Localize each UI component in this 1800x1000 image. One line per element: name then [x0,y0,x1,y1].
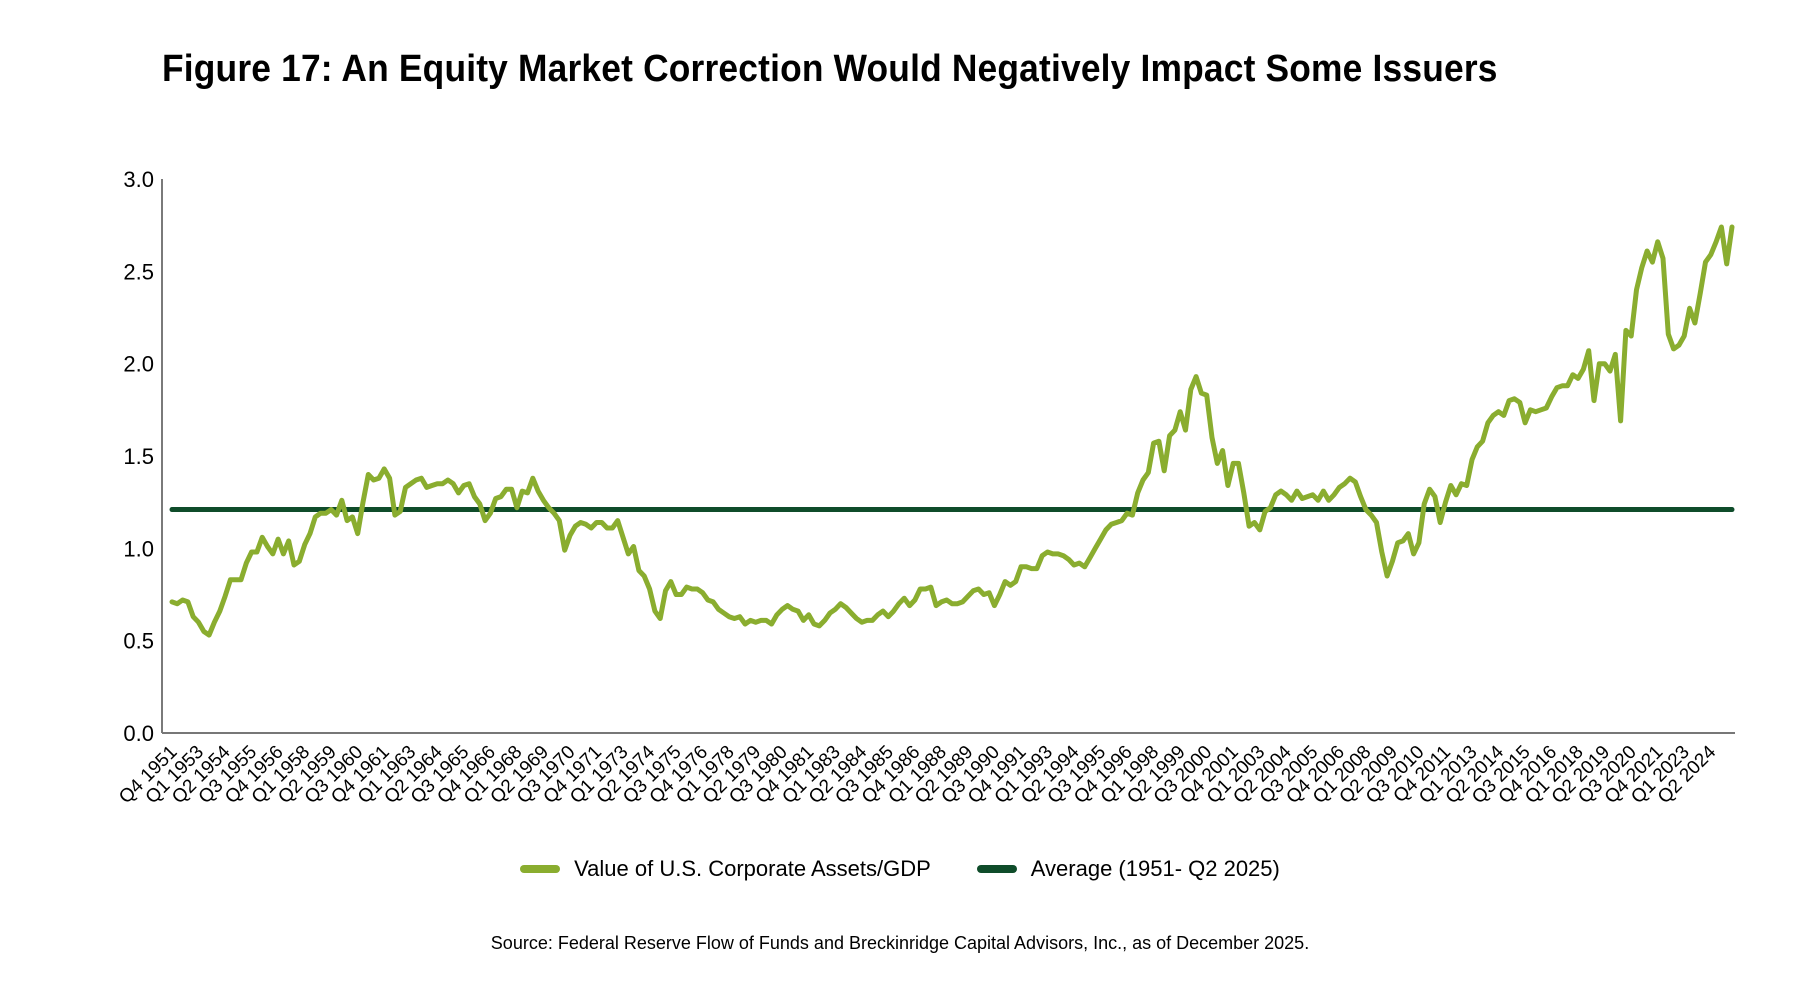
y-tick-label: 3.0 [123,167,154,192]
chart-title: Figure 17: An Equity Market Correction W… [162,48,1498,90]
y-tick-label: 2.5 [123,259,154,284]
legend-label-average: Average (1951- Q2 2025) [1030,856,1280,881]
y-tick-label: 0.0 [123,721,154,746]
y-axis: 0.0 0.5 1.0 1.5 2.0 2.5 3.0 [123,167,163,746]
corporate-assets-gdp-line [169,224,1735,638]
legend-swatch-corporate-assets [520,865,561,873]
source-note: Source: Federal Reserve Flow of Funds an… [490,933,1310,953]
series-layer [169,224,1735,638]
legend-swatch-average [976,865,1017,873]
y-tick-label: 1.5 [123,444,154,469]
y-tick-label: 1.0 [123,536,154,561]
legend: Value of U.S. Corporate Assets/GDP Avera… [0,856,1800,882]
y-tick-label: 2.0 [123,352,154,377]
legend-item-corporate-assets: Value of U.S. Corporate Assets/GDP [520,856,931,882]
legend-label-corporate-assets: Value of U.S. Corporate Assets/GDP [574,856,931,881]
legend-item-average: Average (1951- Q2 2025) [976,856,1280,882]
y-tick-label: 0.5 [123,629,154,654]
